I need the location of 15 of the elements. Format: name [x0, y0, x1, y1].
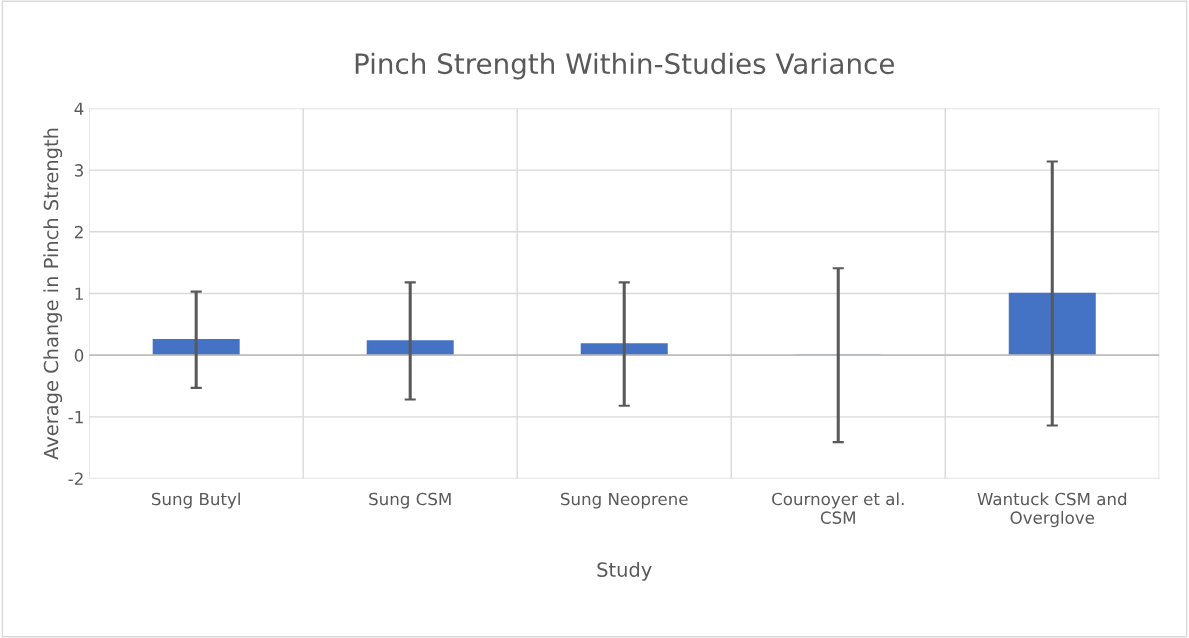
- y-tick-label: -2: [68, 472, 83, 485]
- x-tick-label: Sung CSM: [369, 492, 451, 509]
- x-tick-label: Sung Butyl: [151, 492, 240, 509]
- y-tick-label: 1: [75, 287, 83, 300]
- chart-title: Pinch Strength Within-Studies Variance: [355, 52, 894, 80]
- y-tick-label: 3: [74, 164, 83, 177]
- y-tick-label: -1: [68, 411, 83, 424]
- x-axis-title: Study: [597, 561, 652, 581]
- x-tick-label: Sung Neoprene: [561, 492, 688, 509]
- x-tick-label: Wantuck CSM and Overglove: [977, 492, 1127, 528]
- x-tick-label: Cournoyer et al. CSM: [772, 492, 904, 524]
- y-axis-title: Average Change in Pinch Strength: [43, 128, 63, 460]
- y-tick-label: 0: [74, 349, 84, 362]
- y-tick-label: 2: [74, 225, 83, 239]
- y-tick-label: 4: [74, 102, 84, 115]
